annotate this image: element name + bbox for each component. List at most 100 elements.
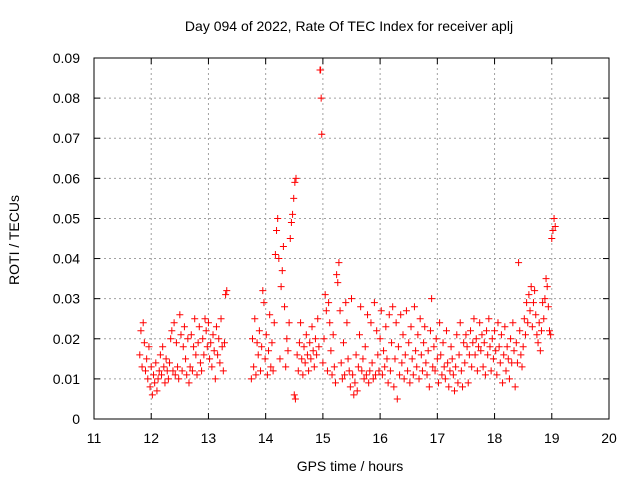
data-point	[309, 347, 317, 355]
data-point	[433, 355, 441, 363]
data-point	[531, 287, 539, 295]
data-point	[223, 287, 231, 295]
data-point	[491, 327, 499, 335]
data-point	[406, 379, 414, 387]
data-point	[470, 315, 478, 323]
data-point	[166, 359, 174, 367]
data-point	[216, 359, 224, 367]
y-axis-title: ROTI / TECUs	[6, 195, 22, 285]
x-tick-label: 17	[430, 430, 446, 446]
data-point	[261, 355, 269, 363]
data-point	[350, 391, 358, 399]
data-point	[183, 371, 191, 379]
data-point	[405, 339, 413, 347]
data-point	[468, 363, 476, 371]
y-tick-label: 0.08	[53, 90, 80, 106]
data-point	[454, 379, 462, 387]
data-point	[356, 331, 364, 339]
data-point	[361, 343, 369, 351]
data-point	[451, 387, 458, 395]
data-point	[314, 315, 322, 323]
data-point	[432, 335, 440, 343]
data-point	[315, 343, 323, 351]
data-point	[494, 319, 502, 327]
data-point	[147, 363, 155, 371]
data-point	[308, 323, 316, 331]
data-point	[473, 367, 481, 375]
data-point	[511, 383, 519, 391]
data-point	[446, 367, 454, 375]
data-point	[536, 347, 544, 355]
data-point	[286, 235, 294, 242]
data-point	[493, 371, 501, 379]
data-point	[544, 303, 552, 311]
data-point	[193, 371, 201, 379]
data-point	[353, 387, 361, 395]
data-point	[159, 343, 167, 351]
x-tick-label: 12	[143, 430, 159, 446]
y-tick-label: 0.07	[53, 130, 80, 146]
data-point	[430, 343, 438, 351]
data-point	[271, 251, 279, 259]
data-point	[274, 214, 282, 222]
data-point	[537, 327, 545, 335]
data-point	[533, 331, 541, 339]
data-point	[179, 343, 187, 351]
data-point	[487, 367, 495, 375]
data-point	[192, 351, 200, 359]
data-point	[328, 371, 336, 379]
data-point	[311, 335, 319, 343]
data-point	[207, 339, 215, 347]
data-point	[294, 367, 302, 375]
data-point	[410, 303, 418, 311]
data-point	[252, 371, 260, 379]
data-point	[177, 331, 185, 339]
data-point	[444, 359, 452, 367]
data-point	[370, 299, 378, 307]
data-point	[171, 371, 179, 379]
data-point	[195, 323, 203, 331]
data-point	[381, 363, 389, 371]
data-point	[284, 347, 292, 355]
data-point	[301, 359, 309, 367]
data-point	[504, 355, 512, 363]
data-point	[545, 327, 553, 335]
data-point	[505, 375, 513, 383]
data-point	[492, 347, 500, 355]
data-point	[201, 315, 209, 323]
data-point	[140, 339, 148, 347]
data-point	[428, 295, 436, 303]
data-point	[478, 331, 486, 339]
data-point	[385, 311, 393, 319]
data-point	[377, 307, 385, 315]
data-point	[215, 335, 223, 343]
data-point	[509, 319, 517, 327]
data-point	[258, 343, 266, 351]
data-point	[463, 343, 471, 351]
data-point	[452, 363, 460, 371]
data-point	[475, 343, 483, 351]
data-point	[551, 222, 559, 230]
data-point	[373, 327, 381, 335]
data-point	[318, 130, 326, 138]
data-point	[422, 359, 430, 367]
data-point	[528, 323, 536, 331]
data-point	[191, 315, 199, 323]
data-point	[520, 315, 528, 323]
data-point	[161, 379, 169, 387]
data-point	[273, 226, 281, 234]
data-point	[250, 363, 258, 371]
data-point	[469, 339, 477, 347]
data-point	[442, 327, 450, 335]
data-point	[434, 379, 442, 387]
data-points	[136, 66, 559, 403]
data-point	[339, 339, 347, 347]
data-point	[217, 315, 225, 323]
data-point	[292, 174, 300, 182]
data-point	[184, 335, 192, 343]
data-point	[481, 371, 489, 379]
data-point	[175, 375, 183, 383]
y-tick-label: 0.02	[53, 331, 80, 347]
data-point	[298, 355, 306, 363]
data-point	[307, 355, 315, 363]
